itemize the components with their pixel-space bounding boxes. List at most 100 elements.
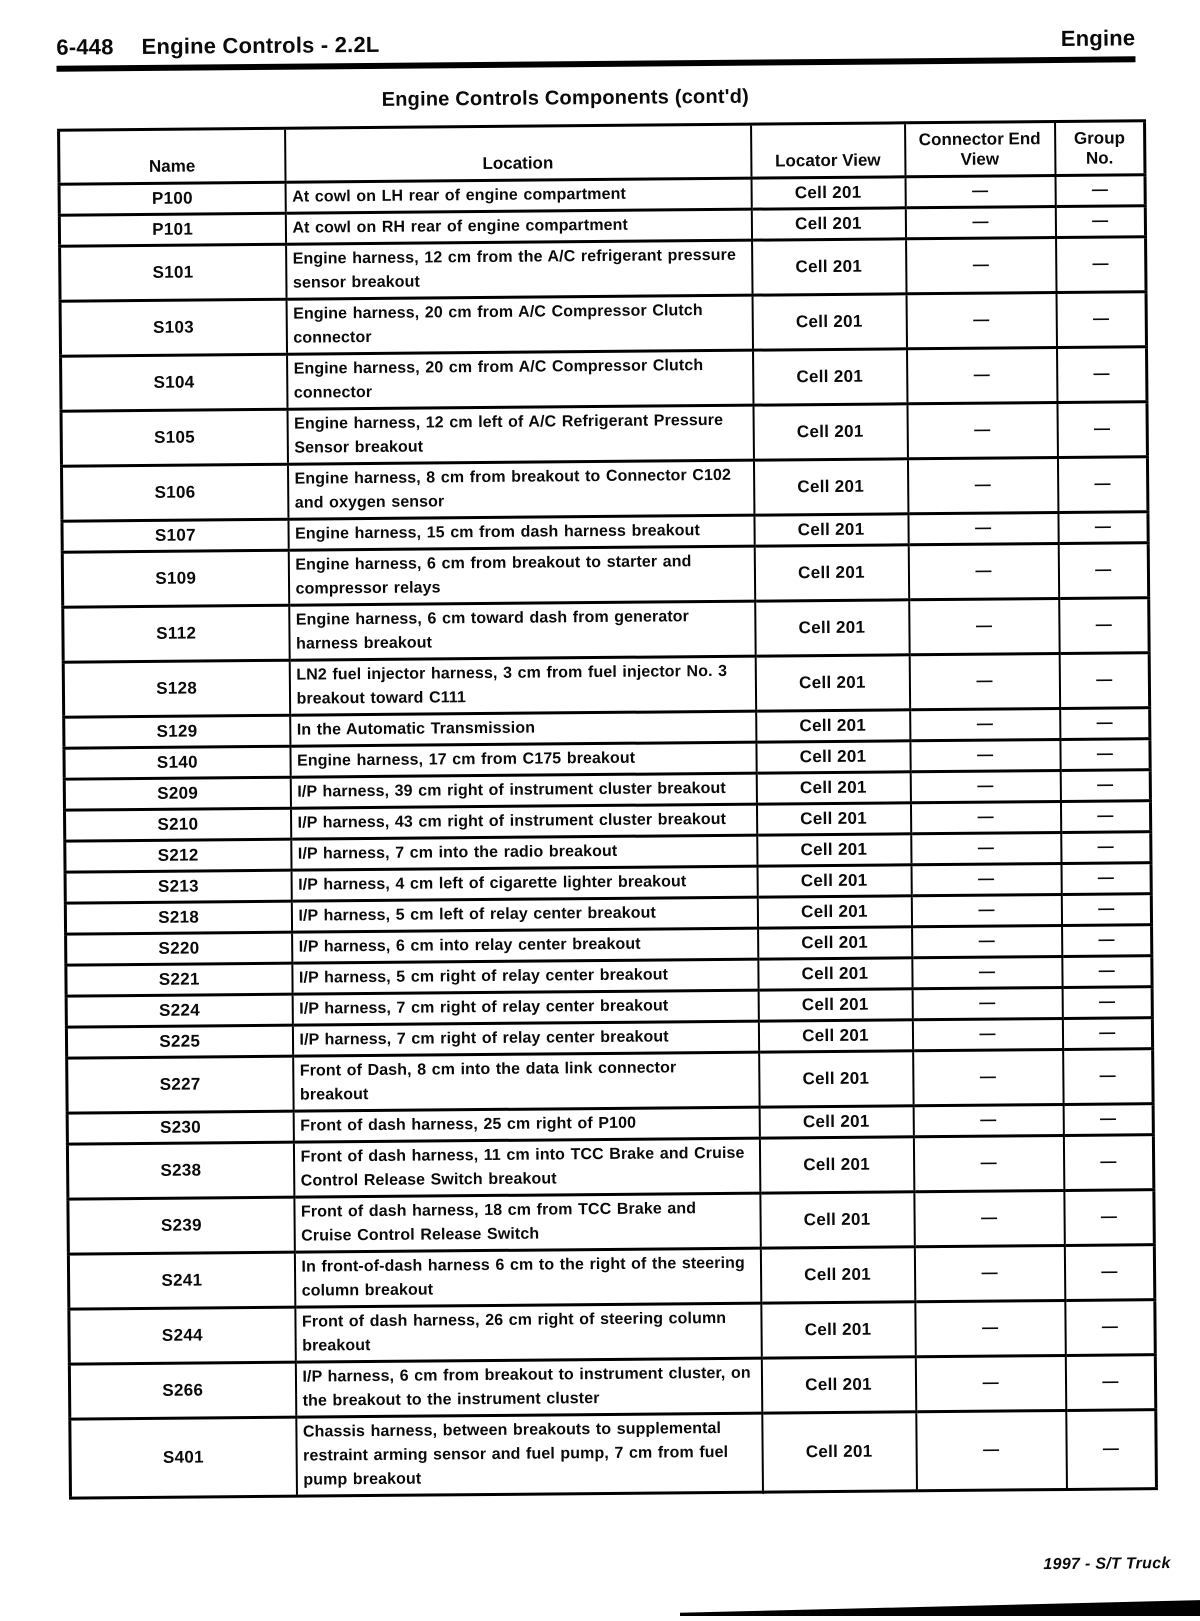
component-name-cell: S213 [65, 870, 292, 904]
table-row: S128 LN2 fuel injector harness, 3 cm fro… [63, 652, 1150, 718]
connector-end-view-cell: — [906, 292, 1057, 349]
component-location-cell: Front of dash harness, 25 cm right of P1… [293, 1107, 760, 1143]
page-title: Engine Controls Components (cont'd) [381, 85, 750, 111]
header-right-label: Engine [1060, 25, 1136, 51]
locator-view-cell: Cell 201 [752, 293, 907, 351]
connector-end-view-cell: — [905, 206, 1056, 239]
component-location-cell: I/P harness, 7 cm into the radio breakou… [290, 835, 758, 871]
component-location-cell: At cowl on RH rear of engine compartment [285, 209, 752, 245]
connector-end-view-cell: — [911, 925, 1062, 958]
group-no-cell: — [1059, 707, 1150, 740]
component-name-cell: S220 [65, 932, 292, 966]
connector-end-view-cell: — [909, 708, 1060, 741]
group-no-cell: — [1056, 291, 1147, 348]
column-header-locator-view: Locator View [750, 122, 906, 179]
table-row: S112 Engine harness, 6 cm toward dash fr… [62, 597, 1150, 663]
component-location-cell: Engine harness, 6 cm toward dash from ge… [288, 601, 756, 661]
table-row: S241 In front-of-dash harness 6 cm to th… [68, 1244, 1155, 1310]
connector-end-view-cell: — [906, 402, 1058, 459]
table-row: S239 Front of dash harness, 18 cm from T… [67, 1189, 1155, 1255]
table-row: S105 Engine harness, 12 cm left of A/C R… [61, 401, 1148, 467]
component-location-cell: Front of dash harness, 18 cm from TCC Br… [293, 1193, 761, 1253]
connector-end-view-cell: — [914, 1245, 1065, 1302]
group-no-cell: — [1060, 800, 1151, 833]
locator-view-cell: Cell 201 [757, 926, 912, 960]
group-no-cell: — [1057, 511, 1149, 544]
component-location-cell: Engine harness, 15 cm from dash harness … [287, 515, 755, 551]
table-row: S401 Chassis harness, between breakouts … [69, 1409, 1157, 1499]
connector-end-view-cell: — [911, 894, 1062, 927]
component-location-cell: I/P harness, 7 cm right of relay center … [292, 990, 759, 1026]
connector-end-view-cell: — [907, 512, 1059, 545]
page-number: 6-448 [56, 34, 114, 60]
component-name-cell: S238 [67, 1142, 294, 1200]
locator-view-cell: Cell 201 [757, 957, 913, 991]
locator-view-cell: Cell 201 [751, 207, 906, 241]
component-location-cell: I/P harness, 39 cm right of instrument c… [290, 773, 757, 809]
group-no-cell: — [1061, 955, 1153, 988]
locator-view-cell: Cell 201 [761, 1356, 916, 1414]
component-name-cell: S129 [63, 715, 290, 749]
component-location-cell: LN2 fuel injector harness, 3 cm from fue… [289, 656, 756, 716]
group-no-cell: — [1063, 1189, 1155, 1246]
table-row: S106 Engine harness, 8 cm from breakout … [61, 456, 1148, 522]
connector-end-view-cell: — [914, 1300, 1066, 1357]
connector-end-view-cell: — [911, 863, 1062, 896]
group-no-cell: — [1062, 1017, 1153, 1050]
group-no-cell: — [1064, 1299, 1156, 1356]
connector-end-view-cell: — [912, 1049, 1064, 1106]
component-location-cell: I/P harness, 6 cm from breakout to instr… [295, 1358, 762, 1418]
group-no-cell: — [1054, 174, 1146, 207]
table-row: S227 Front of Dash, 8 cm into the data l… [66, 1048, 1154, 1114]
connector-end-view-cell: — [911, 956, 1063, 989]
group-no-cell: — [1061, 862, 1152, 895]
group-no-cell: — [1064, 1244, 1155, 1301]
component-name-cell: S128 [63, 660, 290, 718]
locator-view-cell: Cell 201 [754, 544, 909, 602]
component-location-cell: Engine harness, 8 cm from breakout to Co… [287, 460, 754, 520]
locator-view-cell: Cell 201 [759, 1105, 914, 1139]
page-header: 6-448 Engine Controls - 2.2L Engine [56, 25, 1135, 60]
component-location-cell: Engine harness, 17 cm from C175 breakout [289, 742, 757, 778]
component-location-cell: I/P harness, 5 cm right of relay center … [291, 959, 759, 995]
connector-end-view-cell: — [915, 1355, 1066, 1412]
component-name-cell: P101 [59, 213, 286, 247]
table-row: S109 Engine harness, 6 cm from breakout … [62, 542, 1149, 608]
table-body: P100 At cowl on LH rear of engine compar… [59, 174, 1157, 1499]
column-header-location: Location [284, 124, 752, 183]
group-no-cell: — [1057, 456, 1148, 513]
locator-view-cell: Cell 201 [751, 176, 906, 210]
component-location-cell: Front of dash harness, 26 cm right of st… [294, 1303, 762, 1363]
components-table: Name Location Locator View Connector End… [57, 119, 1158, 1500]
locator-view-cell: Cell 201 [755, 740, 911, 774]
table-row: S104 Engine harness, 20 cm from A/C Comp… [60, 346, 1147, 412]
connector-end-view-cell: — [910, 770, 1061, 803]
group-no-cell: — [1056, 401, 1148, 458]
column-header-group-no: Group No. [1054, 120, 1145, 176]
component-name-cell: S112 [62, 605, 290, 663]
component-name-cell: S212 [64, 839, 292, 873]
group-no-cell: — [1060, 769, 1151, 802]
connector-end-view-cell: — [907, 457, 1058, 514]
group-no-cell: — [1061, 893, 1152, 926]
component-name-cell: S225 [66, 1025, 293, 1059]
component-name-cell: S109 [62, 550, 289, 608]
component-name-cell: S266 [69, 1362, 296, 1420]
table-row: S103 Engine harness, 20 cm from A/C Comp… [60, 291, 1147, 357]
locator-view-cell: Cell 201 [752, 403, 908, 461]
connector-end-view-cell: — [906, 347, 1057, 404]
connector-end-view-cell: — [908, 598, 1060, 655]
group-no-cell: — [1055, 205, 1146, 238]
connector-end-view-cell: — [910, 832, 1062, 865]
group-no-cell: — [1062, 1048, 1154, 1105]
component-location-cell: Engine harness, 20 cm from A/C Compresso… [286, 295, 753, 355]
group-no-cell: — [1058, 542, 1149, 599]
table-row: S266 I/P harness, 6 cm from breakout to … [69, 1354, 1156, 1420]
component-location-cell: In front-of-dash harness 6 cm to the rig… [294, 1248, 761, 1308]
column-header-name: Name [58, 128, 286, 185]
locator-view-cell: Cell 201 [753, 513, 909, 547]
locator-view-cell: Cell 201 [752, 348, 907, 406]
locator-view-cell: Cell 201 [759, 1191, 915, 1249]
group-no-cell: — [1059, 738, 1151, 771]
